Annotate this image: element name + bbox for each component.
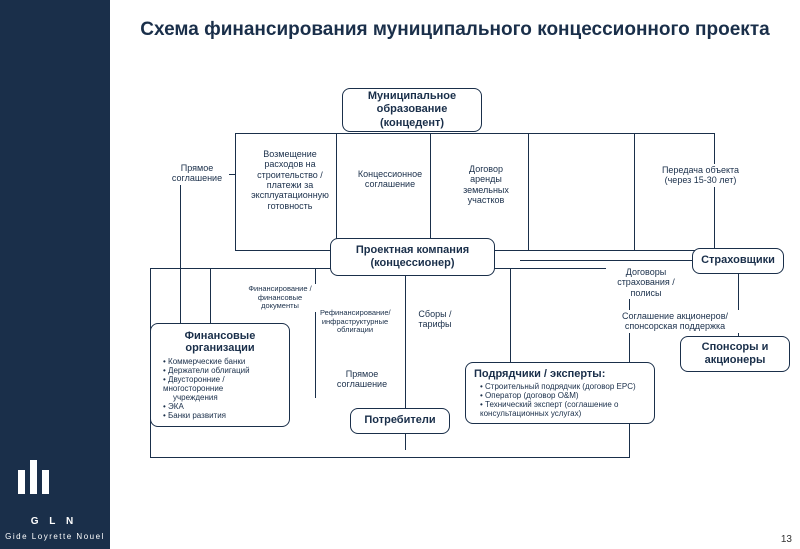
page-number: 13 (781, 534, 792, 545)
node-sponsors: Спонсоры и акционеры (680, 336, 790, 372)
logo-full: Gide Loyrette Nouel (4, 532, 106, 541)
logo-abbr: G L N (14, 516, 94, 527)
label-direct-agreement-2: Прямое соглашение (330, 368, 394, 391)
node-financial-orgs: Финансовые организации Коммерческие банк… (150, 323, 290, 427)
contractors-title: Подрядчики / эксперты: (474, 368, 646, 380)
node-project-company: Проектная компания (концессионер) (330, 238, 495, 276)
node-insurers: Страховщики (692, 248, 784, 274)
label-direct-agreement-left: Прямое соглашение (165, 162, 229, 185)
diagram-canvas: Муниципальное образование (концедент) Пр… (110, 78, 800, 529)
contractors-list: Строительный подрядчик (договор EPC) Опе… (474, 382, 646, 418)
label-shareholders: Соглашение акционеров/ спонсорская подде… (600, 310, 750, 333)
content-area: Схема финансирования муниципального конц… (110, 0, 800, 549)
sidebar: G L N Gide Loyrette Nouel (0, 0, 110, 549)
logo-bars (18, 460, 49, 494)
label-insurance: Договоры страхования / полисы (606, 266, 686, 299)
label-reimbursement: Возмещение расходов на строительство / п… (244, 148, 336, 212)
label-transfer: Передача объекта (через 15-30 лет) (648, 164, 753, 187)
financial-title: Финансовые организации (159, 330, 281, 354)
label-concession: Концессионное соглашение (350, 168, 430, 191)
slide-title: Схема финансирования муниципального конц… (110, 0, 800, 42)
label-financing: Финансирование / финансовые документы (240, 284, 320, 312)
label-refinancing: Рефинансирование/ инфраструктурные облиг… (318, 308, 392, 336)
node-consumers: Потребители (350, 408, 450, 434)
node-municipality: Муниципальное образование (концедент) (342, 88, 482, 132)
financial-list: Коммерческие банки Держатели облигаций Д… (159, 357, 281, 420)
label-lease: Договор аренды земельных участков (450, 163, 522, 206)
node-contractors: Подрядчики / эксперты: Строительный подр… (465, 362, 655, 424)
label-tariffs: Сборы / тарифы (410, 308, 460, 331)
